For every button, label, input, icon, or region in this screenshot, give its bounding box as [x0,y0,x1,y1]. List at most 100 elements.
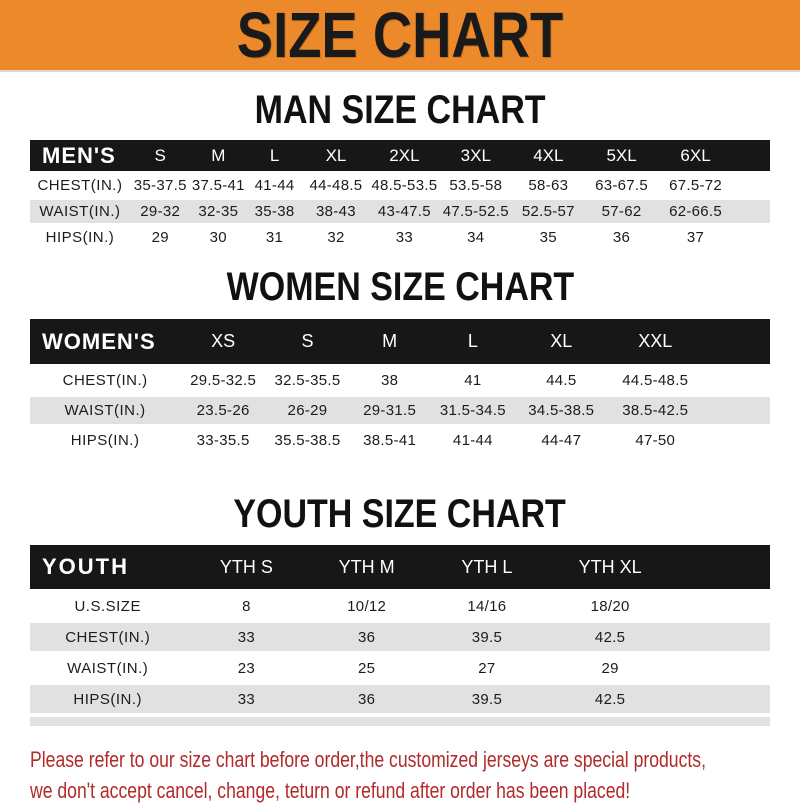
table-header-row: MEN'S S M L XL 2XL 3XL 4XL 5XL 6XL [30,140,770,173]
row-label: HIPS(IN.) [30,424,181,454]
row-label: WAIST(IN.) [30,197,130,225]
row-label: U.S.SIZE [30,589,186,622]
size-cell: 35 [511,223,585,249]
column-header: S [129,140,191,173]
footer-note: Please refer to our size chart before or… [0,744,800,806]
women-section-heading-text: WOMEN SIZE CHART [226,265,574,309]
column-header: 5XL [584,140,659,173]
section-men: MAN SIZE CHART MEN'S S M L XL 2XL 3XL 4XL 5XL 6XL… [0,88,800,249]
column-header: 3XL [439,140,512,173]
table-row: HIPS(IN.) 29 30 31 32 33 34 35 36 37 [30,223,770,249]
row-label: HIPS(IN.) [30,682,186,713]
size-cell: 31 [246,223,304,249]
size-cell: 33 [185,682,308,713]
size-cell: 47.5-52.5 [439,197,512,225]
size-cell: 32.5-35.5 [266,364,349,396]
footer-line-2: we don't accept cancel, change, teturn o… [30,778,631,803]
column-header: L [430,319,516,366]
table-row: CHEST(IN.) 29.5-32.5 32.5-35.5 38 41 44.5 44.5… [30,364,770,396]
size-table-men: MEN'S S M L XL 2XL 3XL 4XL 5XL 6XL CHEST(IN.) 35-37… [30,140,770,249]
size-cell: 29 [547,651,673,684]
size-cell: 25 [307,651,426,684]
column-header: YTH S [185,545,308,591]
size-cell: 14/16 [425,589,548,622]
men-table-container: MEN'S S M L XL 2XL 3XL 4XL 5XL 6XL CHEST(IN.) 35-37… [0,140,800,249]
table-row: HIPS(IN.) 33-35.5 35.5-38.5 38.5-41 41-44 44-… [30,424,770,454]
size-cell: 67.5-72 [658,171,733,199]
spacer-cell [732,140,770,173]
size-cell: 37.5-41 [190,171,247,199]
size-cell: 23.5-26 [180,394,267,426]
youth-section-heading-text: YOUTH SIZE CHART [233,492,567,536]
footer-line-1: Please refer to our size chart before or… [30,747,706,772]
size-cell: 44-47 [515,424,608,454]
spacer-cell [703,394,770,426]
column-header: XS [180,319,267,366]
content: MAN SIZE CHART MEN'S S M L XL 2XL 3XL 4XL 5XL 6XL… [0,88,800,726]
size-cell: 36 [307,620,426,653]
women-table-container: WOMEN'S XS S M L XL XXL CHEST(IN.) 29.5-32.5 32.5… [0,319,800,454]
row-label: CHEST(IN.) [30,364,181,396]
size-cell: 37 [658,223,733,249]
size-cell: 53.5-58 [439,171,512,199]
size-cell: 31.5-34.5 [430,394,516,426]
row-label: CHEST(IN.) [30,171,130,199]
row-label: WAIST(IN.) [30,394,181,426]
size-cell: 39.5 [425,620,548,653]
spacer-cell [672,589,770,622]
table-header-row: YOUTH YTH S YTH M YTH L YTH XL [30,545,770,591]
size-cell: 38.5-41 [348,424,431,454]
column-header: S [266,319,349,366]
size-cell: 26-29 [266,394,349,426]
size-cell: 57-62 [584,197,659,225]
table-row: WAIST(IN.) 23.5-26 26-29 29-31.5 31.5-34.5 34… [30,394,770,426]
youth-section-heading: YOUTH SIZE CHART [0,492,800,536]
spacer-cell [672,651,770,684]
men-section-heading: MAN SIZE CHART [0,88,800,132]
column-header: XL [303,140,369,173]
size-cell: 29-31.5 [348,394,431,426]
size-cell: 52.5-57 [511,197,585,225]
table-title-cell: WOMEN'S [30,319,181,366]
size-cell: 41-44 [246,171,304,199]
size-cell: 35-37.5 [129,171,191,199]
column-header: L [246,140,304,173]
column-header: 6XL [658,140,733,173]
size-cell: 32 [303,223,369,249]
size-cell: 33-35.5 [180,424,267,454]
size-cell: 63-67.5 [584,171,659,199]
table-row: WAIST(IN.) 23 25 27 29 [30,651,770,684]
size-cell: 18/20 [547,589,673,622]
size-cell: 42.5 [547,620,673,653]
size-cell: 10/12 [307,589,426,622]
banner-title: SIZE CHART [236,0,564,71]
size-cell: 35.5-38.5 [266,424,349,454]
table-row: CHEST(IN.) 33 36 39.5 42.5 [30,620,770,653]
spacer-cell [732,171,770,199]
column-header: XXL [607,319,704,366]
section-women: WOMEN SIZE CHART WOMEN'S XS S M L XL XXL CHEST(… [0,265,800,454]
table-row: CHEST(IN.) 35-37.5 37.5-41 41-44 44-48.5 48.5… [30,171,770,199]
section-youth: YOUTH SIZE CHART YOUTH YTH S YTH M YTH L YTH… [0,492,800,726]
column-header: M [348,319,431,366]
table-row: WAIST(IN.) 29-32 32-35 35-38 38-43 43-47.5 47.… [30,197,770,225]
size-cell: 29-32 [129,197,191,225]
column-header: YTH L [425,545,548,591]
women-section-heading: WOMEN SIZE CHART [0,265,800,309]
size-cell: 62-66.5 [658,197,733,225]
table-bottom-strip [30,717,770,726]
spacer-cell [703,364,770,396]
size-cell: 43-47.5 [368,197,440,225]
banner: SIZE CHART [0,0,800,72]
table-row: HIPS(IN.) 33 36 39.5 42.5 [30,682,770,713]
size-cell: 36 [307,682,426,713]
size-cell: 23 [185,651,308,684]
spacer-cell [732,223,770,249]
size-cell: 30 [190,223,247,249]
row-label: HIPS(IN.) [30,223,130,249]
size-cell: 34.5-38.5 [515,394,608,426]
size-cell: 38-43 [303,197,369,225]
size-cell: 41 [430,364,516,396]
size-cell: 38.5-42.5 [607,394,704,426]
